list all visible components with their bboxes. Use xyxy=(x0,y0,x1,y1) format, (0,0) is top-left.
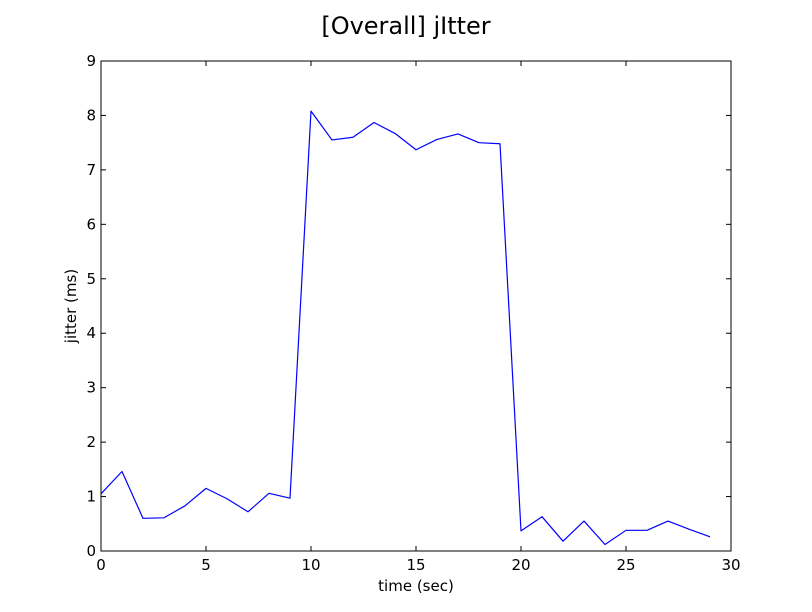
y-axis-ticks: 0 1 2 3 4 5 6 7 8 9 xyxy=(86,52,731,560)
plot-area xyxy=(100,60,732,552)
axes-frame xyxy=(100,60,732,552)
y-tick-label: 0 xyxy=(86,542,96,560)
x-tick-label: 10 xyxy=(301,556,320,574)
y-tick-label: 9 xyxy=(86,52,96,70)
x-tick-label: 15 xyxy=(406,556,425,574)
y-axis-label: jitter (ms) xyxy=(62,269,80,344)
y-tick-label: 2 xyxy=(86,433,96,451)
chart-title: [Overall] jItter xyxy=(321,12,490,40)
x-tick-label: 30 xyxy=(721,556,740,574)
y-tick-label: 7 xyxy=(86,161,96,179)
y-tick-label: 6 xyxy=(86,215,96,233)
y-tick-label: 3 xyxy=(86,379,96,397)
y-tick-label: 8 xyxy=(86,106,96,124)
y-tick-label: 1 xyxy=(86,488,96,506)
x-tick-label: 0 xyxy=(96,556,106,574)
series-line-0 xyxy=(100,110,711,546)
x-axis-label: time (sec) xyxy=(378,577,454,595)
x-tick-label: 20 xyxy=(511,556,530,574)
x-tick-label: 25 xyxy=(616,556,635,574)
x-tick-label: 5 xyxy=(201,556,211,574)
y-tick-label: 5 xyxy=(86,270,96,288)
y-tick-label: 4 xyxy=(86,324,96,342)
x-axis-ticks: 0 5 10 15 20 25 30 xyxy=(96,61,741,574)
